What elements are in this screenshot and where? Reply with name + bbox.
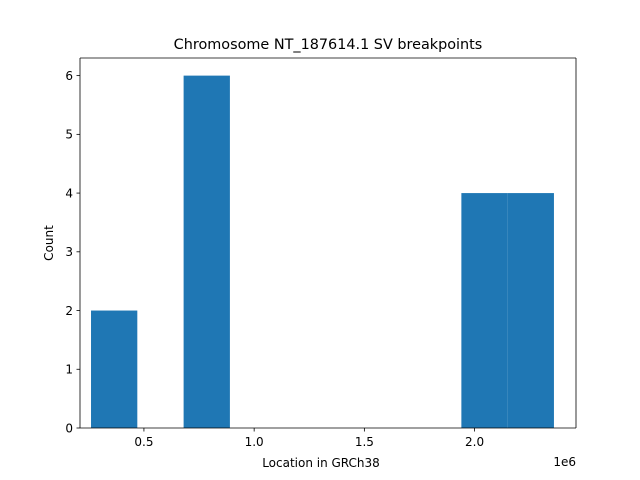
x-axis-offset-label: 1e6 xyxy=(553,455,576,469)
x-tick-label: 0.5 xyxy=(134,435,153,449)
x-tick-label: 1.5 xyxy=(355,435,374,449)
y-tick-label: 3 xyxy=(65,245,73,259)
y-tick-label: 0 xyxy=(65,421,73,435)
histogram-bar-2 xyxy=(183,75,230,429)
histogram-bar-8 xyxy=(461,193,508,428)
x-tick-label: 2.0 xyxy=(465,435,484,449)
y-tick-label: 2 xyxy=(65,304,73,318)
x-tick-label: 1.0 xyxy=(245,435,264,449)
axes-frame xyxy=(79,57,577,429)
chart-title: Chromosome NT_187614.1 SV breakpoints xyxy=(174,37,483,53)
y-tick-label: 6 xyxy=(65,69,73,83)
histogram-bar-9 xyxy=(507,193,554,428)
bars-group xyxy=(91,75,554,429)
y-tick-label: 1 xyxy=(65,363,73,377)
y-tick-label: 5 xyxy=(65,128,73,142)
x-axis-ticks: 0.5 1.0 1.5 2.0 xyxy=(134,428,484,449)
y-tick-label: 4 xyxy=(65,186,73,200)
y-axis-ticks: 0 1 2 3 4 5 6 xyxy=(65,69,80,435)
x-axis-label: Location in GRCh38 xyxy=(262,456,380,470)
histogram-bar-0 xyxy=(91,310,138,428)
y-axis-label: Count xyxy=(42,225,56,261)
